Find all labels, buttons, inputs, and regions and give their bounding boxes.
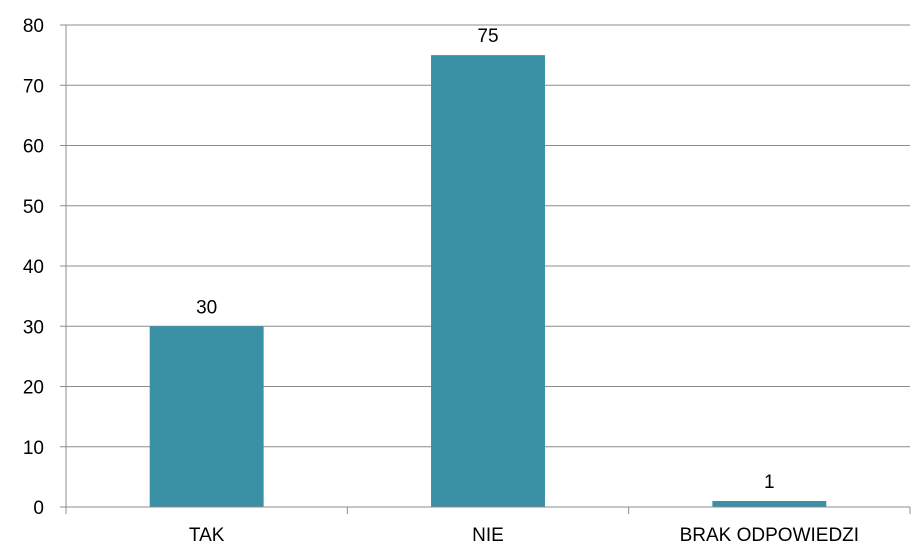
bar-brak-odpowiedzi <box>712 500 827 507</box>
x-axis: TAK NIE BRAK ODPOWIEDZI <box>65 25 911 546</box>
x-category-label: TAK <box>189 525 225 546</box>
y-tick-label: 20 <box>23 378 44 399</box>
bar-tak <box>149 326 264 507</box>
y-tick-label: 50 <box>23 197 44 218</box>
bars <box>149 55 827 507</box>
y-tick-label: 80 <box>23 16 44 37</box>
data-label: 30 <box>196 297 217 318</box>
data-label: 1 <box>764 472 775 493</box>
y-tick-label: 10 <box>23 438 44 459</box>
x-category-label: BRAK ODPOWIEDZI <box>680 525 859 546</box>
data-label: 75 <box>477 26 498 47</box>
bar-nie <box>431 55 545 507</box>
data-labels: 30 75 1 <box>196 26 775 493</box>
y-tick-label: 70 <box>23 76 44 97</box>
y-tick-label: 30 <box>23 317 44 338</box>
y-axis-tick-labels: 0 10 20 30 40 50 60 70 80 <box>23 16 44 519</box>
y-tick-label: 60 <box>23 137 44 158</box>
y-tick-label: 40 <box>23 257 44 278</box>
y-tick-label: 0 <box>33 498 44 519</box>
x-category-label: NIE <box>472 525 504 546</box>
